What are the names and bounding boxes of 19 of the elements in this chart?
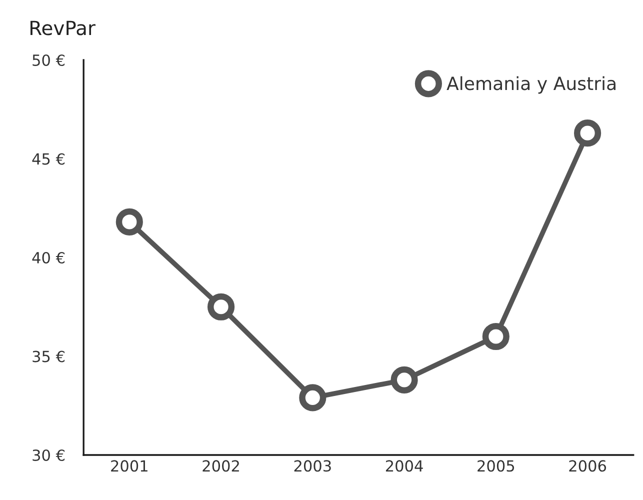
chart-title: RevPar [30, 20, 96, 36]
legend-label: Alemania y Austria [446, 76, 616, 94]
x-tick-label: 2001 [111, 460, 148, 472]
y-tick-label: 40 € [32, 252, 65, 264]
y-tick-label: 35 € [32, 350, 65, 362]
y-tick-label: 30 € [32, 449, 65, 462]
x-tick-label: 2006 [569, 460, 606, 472]
x-tick-label: 2002 [202, 460, 239, 472]
point [116, 208, 143, 236]
point [299, 384, 326, 412]
x-tick-label: 2005 [478, 460, 514, 472]
point [574, 120, 602, 147]
y-tick-label: 45 € [32, 153, 65, 165]
x-tick-label: 2003 [294, 460, 331, 472]
x-tick-label: 2004 [386, 460, 423, 472]
point [482, 322, 510, 350]
point [390, 366, 418, 394]
y-tick-label: 50 € [32, 54, 65, 66]
point [207, 293, 235, 320]
